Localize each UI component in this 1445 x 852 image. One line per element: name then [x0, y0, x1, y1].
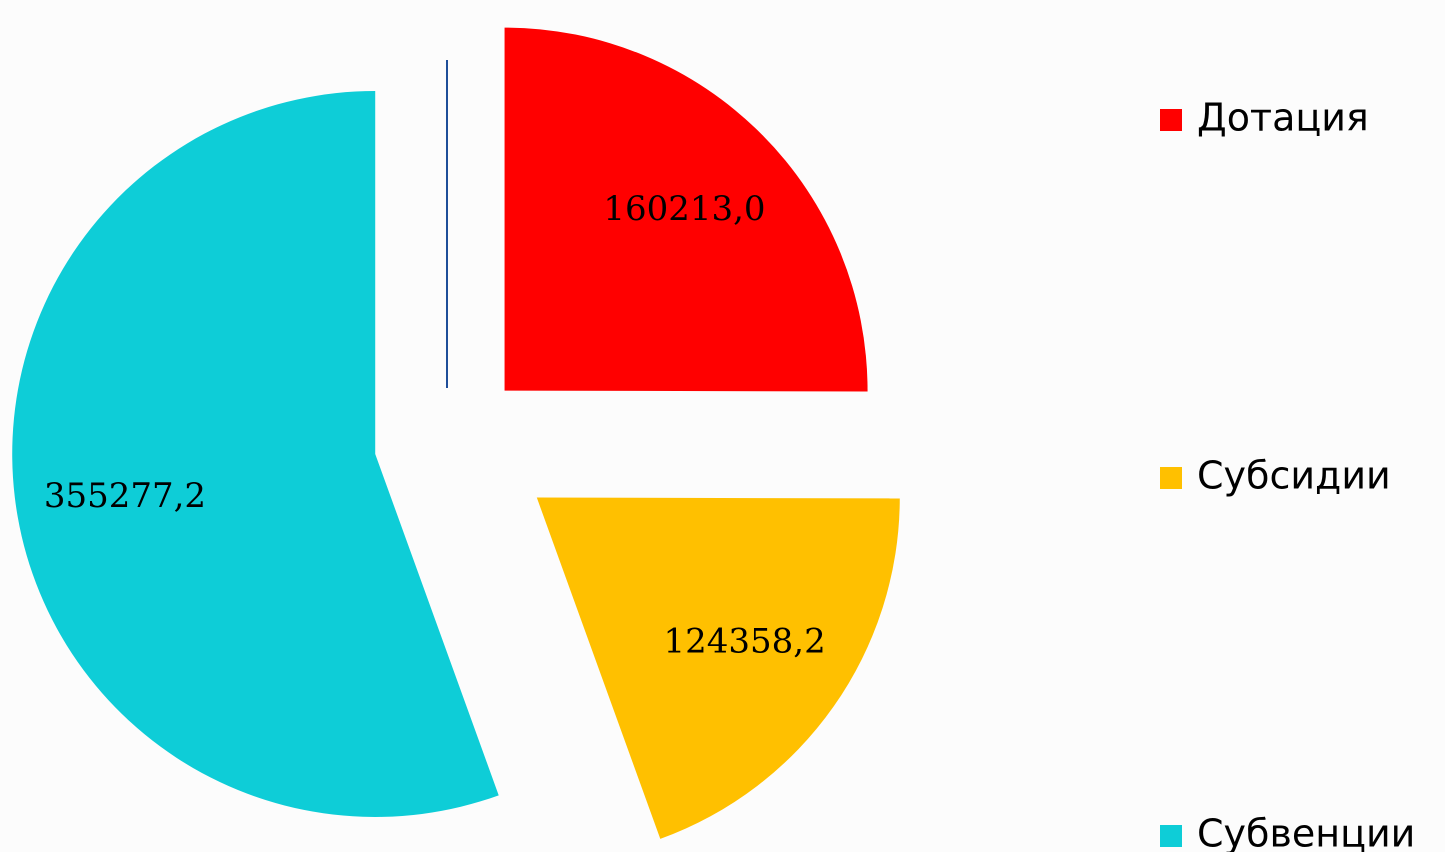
data-label: 355277,2 — [44, 476, 206, 516]
legend-label: Дотация — [1197, 96, 1369, 140]
data-label: 124358,2 — [664, 622, 826, 662]
legend-label: Субвенции — [1197, 812, 1415, 852]
legend-swatch — [1160, 109, 1182, 131]
pie-slice — [536, 497, 900, 839]
pie-slice — [12, 90, 499, 817]
data-label: 160213,0 — [603, 189, 765, 229]
legend-swatch — [1160, 467, 1182, 489]
legend-label: Субсидии — [1197, 454, 1391, 498]
legend-swatch — [1160, 825, 1182, 847]
pie-slice — [504, 27, 868, 392]
